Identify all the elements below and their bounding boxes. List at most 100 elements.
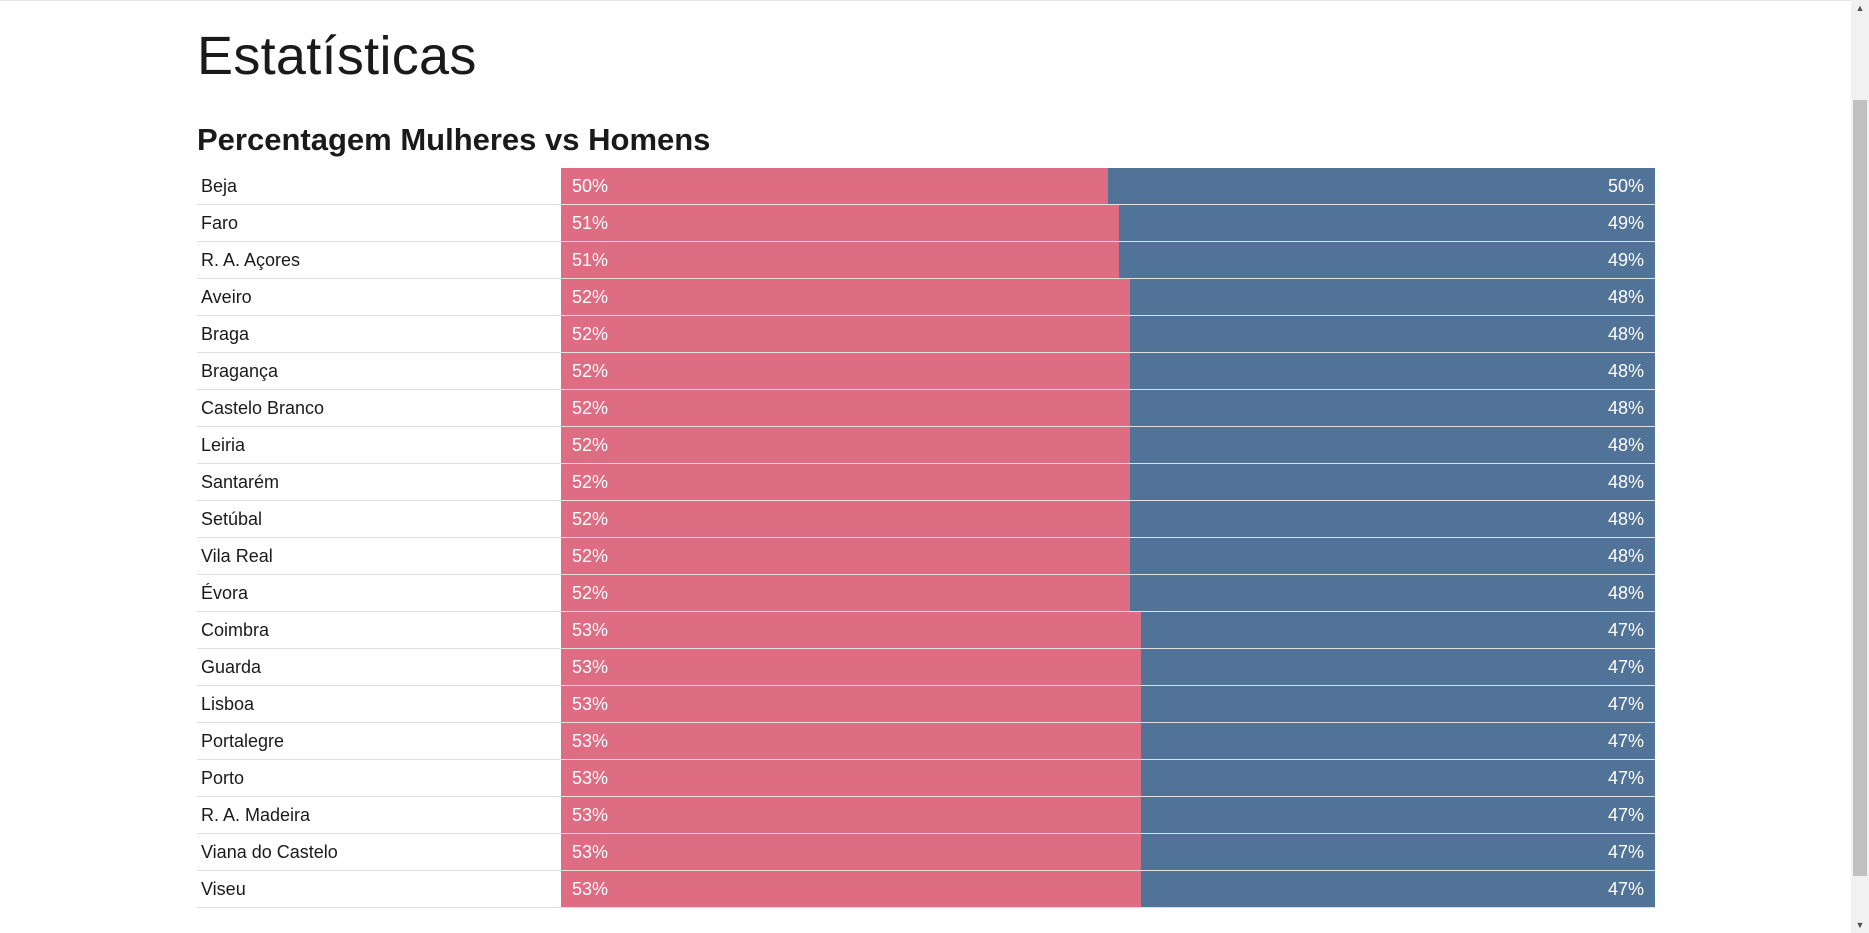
category-label: Vila Real [201, 546, 273, 566]
chart-row: Leiria 52% 48% [197, 427, 1655, 464]
category-label: Lisboa [201, 694, 255, 714]
stacked-bar: 53% 47% [561, 686, 1655, 722]
category-label: Porto [201, 768, 245, 788]
bar-segment-homens: 48% [1130, 353, 1655, 389]
bar-segment-homens: 48% [1130, 464, 1655, 500]
stacked-bar: 51% 49% [561, 242, 1655, 278]
stacked-bar: 52% 48% [561, 427, 1655, 463]
chart-row: Bragança 52% 48% [197, 353, 1655, 390]
bar-segment-mulheres: 51% [561, 205, 1119, 241]
bar-segment-mulheres: 53% [561, 612, 1141, 648]
category-label: R. A. Açores [201, 250, 301, 270]
bar-segment-mulheres: 53% [561, 723, 1141, 759]
chart-row: R. A. Açores 51% 49% [197, 242, 1655, 279]
chart-row: Aveiro 52% 48% [197, 279, 1655, 316]
stacked-bar-chart: Beja 50% 50% Faro 51% 49% R. A. Açores 51% 49% Av… [197, 168, 1655, 908]
bar-segment-homens: 47% [1141, 649, 1655, 685]
stacked-bar: 52% 48% [561, 390, 1655, 426]
bar-segment-mulheres: 53% [561, 834, 1141, 870]
category-label: Viana do Castelo [201, 842, 338, 862]
scroll-up-arrow-icon[interactable]: ▲ [1855, 3, 1865, 13]
stacked-bar: 53% 47% [561, 834, 1655, 870]
bar-segment-mulheres: 53% [561, 797, 1141, 833]
chart-row: Évora 52% 48% [197, 575, 1655, 612]
bar-segment-homens: 47% [1141, 760, 1655, 796]
stacked-bar: 52% 48% [561, 316, 1655, 352]
stacked-bar: 52% 48% [561, 501, 1655, 537]
chart-row: Vila Real 52% 48% [197, 538, 1655, 575]
bar-segment-mulheres: 52% [561, 353, 1130, 389]
bar-segment-homens: 47% [1141, 612, 1655, 648]
stacked-bar: 52% 48% [561, 464, 1655, 500]
bar-segment-mulheres: 52% [561, 501, 1130, 537]
category-label: Évora [201, 583, 249, 603]
category-label: Braga [201, 324, 250, 344]
page-title: Estatísticas [197, 26, 477, 86]
bar-segment-mulheres: 52% [561, 538, 1130, 574]
bar-segment-homens: 47% [1141, 834, 1655, 870]
stacked-bar: 53% 47% [561, 723, 1655, 759]
bar-segment-mulheres: 52% [561, 390, 1130, 426]
chart-row: Beja 50% 50% [197, 168, 1655, 205]
bar-segment-homens: 48% [1130, 390, 1655, 426]
stacked-bar: 51% 49% [561, 205, 1655, 241]
chart-row: Lisboa 53% 47% [197, 686, 1655, 723]
category-label: Aveiro [201, 287, 252, 307]
chart-row: Viana do Castelo 53% 47% [197, 834, 1655, 871]
chart-row: Castelo Branco 52% 48% [197, 390, 1655, 427]
category-label: Bragança [201, 361, 279, 381]
chart-row: Faro 51% 49% [197, 205, 1655, 242]
bar-segment-homens: 48% [1130, 538, 1655, 574]
chart-row: Braga 52% 48% [197, 316, 1655, 353]
bar-segment-mulheres: 52% [561, 427, 1130, 463]
stacked-bar: 53% 47% [561, 871, 1655, 907]
stacked-bar: 52% 48% [561, 538, 1655, 574]
bar-segment-homens: 47% [1141, 723, 1655, 759]
chart-row: Viseu 53% 47% [197, 871, 1655, 908]
chart-row: Coimbra 53% 47% [197, 612, 1655, 649]
bar-segment-homens: 48% [1130, 501, 1655, 537]
stacked-bar: 52% 48% [561, 353, 1655, 389]
category-label: Faro [201, 213, 239, 233]
stacked-bar: 52% 48% [561, 575, 1655, 611]
bar-segment-mulheres: 53% [561, 871, 1141, 907]
bar-segment-mulheres: 53% [561, 760, 1141, 796]
category-label: Portalegre [201, 731, 285, 751]
bar-segment-homens: 47% [1141, 686, 1655, 722]
category-label: Viseu [201, 879, 246, 899]
stacked-bar: 52% 48% [561, 279, 1655, 315]
category-label: Beja [201, 176, 238, 196]
bar-segment-homens: 47% [1141, 871, 1655, 907]
category-label: Coimbra [201, 620, 270, 640]
scrollbar-thumb[interactable] [1853, 100, 1867, 876]
chart-row: Porto 53% 47% [197, 760, 1655, 797]
category-label: Santarém [201, 472, 280, 492]
chart-title: Percentagem Mulheres vs Homens [197, 122, 711, 157]
category-label: R. A. Madeira [201, 805, 311, 825]
top-divider [0, 0, 1851, 1]
chart-row: Portalegre 53% 47% [197, 723, 1655, 760]
category-label: Leiria [201, 435, 246, 455]
bar-segment-mulheres: 50% [561, 168, 1108, 204]
chart-row: Setúbal 52% 48% [197, 501, 1655, 538]
stacked-bar: 50% 50% [561, 168, 1655, 204]
chart-row: R. A. Madeira 53% 47% [197, 797, 1655, 834]
bar-segment-homens: 48% [1130, 427, 1655, 463]
chart-row: Guarda 53% 47% [197, 649, 1655, 686]
bar-segment-homens: 47% [1141, 797, 1655, 833]
category-label: Setúbal [201, 509, 263, 529]
category-label: Castelo Branco [201, 398, 325, 418]
bar-segment-mulheres: 53% [561, 649, 1141, 685]
bar-segment-homens: 49% [1119, 205, 1655, 241]
chart-row: Santarém 52% 48% [197, 464, 1655, 501]
vertical-scrollbar[interactable]: ▲ ▼ [1851, 0, 1869, 933]
bar-segment-mulheres: 51% [561, 242, 1119, 278]
bar-segment-mulheres: 52% [561, 464, 1130, 500]
bar-segment-homens: 48% [1130, 279, 1655, 315]
category-label: Guarda [201, 657, 262, 677]
scroll-down-arrow-icon[interactable]: ▼ [1855, 920, 1865, 930]
stacked-bar: 53% 47% [561, 649, 1655, 685]
stacked-bar: 53% 47% [561, 612, 1655, 648]
bar-segment-mulheres: 52% [561, 279, 1130, 315]
bar-segment-mulheres: 52% [561, 316, 1130, 352]
